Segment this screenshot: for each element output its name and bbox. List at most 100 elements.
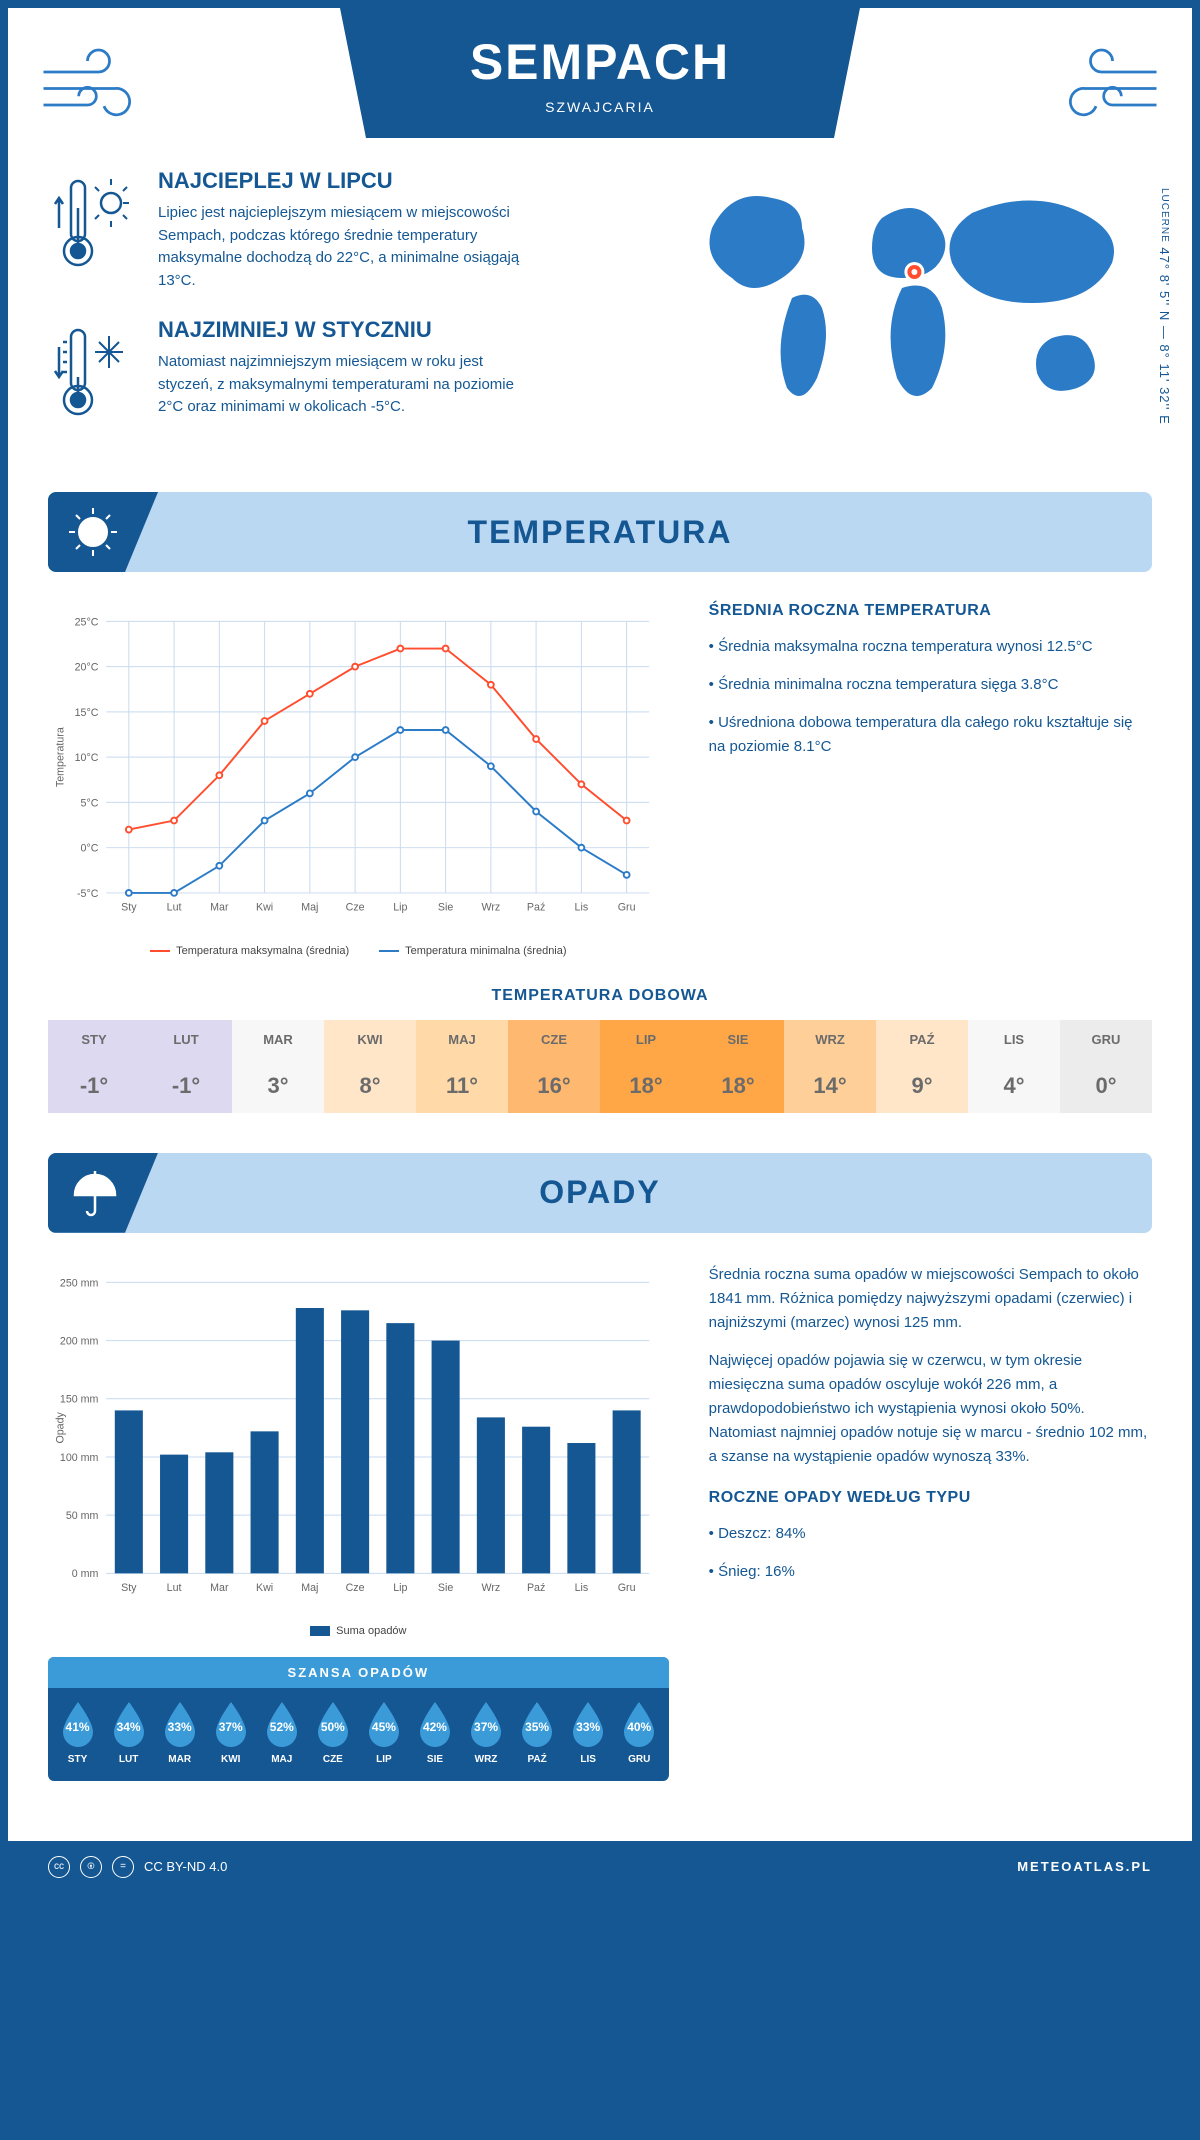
license-text: CC BY-ND 4.0 [144,1859,227,1874]
license: cc 🅯 = CC BY-ND 4.0 [48,1856,227,1878]
svg-text:5°C: 5°C [81,797,99,809]
chance-drop: 52%MAJ [256,1700,307,1765]
svg-text:Lut: Lut [167,1582,182,1594]
svg-text:Mar: Mar [210,1582,229,1594]
temp-cell: SIE18° [692,1020,784,1113]
svg-text:Lut: Lut [167,901,182,913]
svg-text:Paź: Paź [527,1582,545,1594]
precipitation-title: OPADY [539,1174,660,1211]
coords-text: 47° 8' 5'' N — 8° 11' 32'' E [1157,247,1172,424]
temp-bullet: • Uśredniona dobowa temperatura dla całe… [709,711,1152,759]
temperature-section-header: TEMPERATURA [48,492,1152,572]
chance-drop: 50%CZE [307,1700,358,1765]
cc-icon: cc [48,1856,70,1878]
temp-cell: MAR3° [232,1020,324,1113]
svg-text:200 mm: 200 mm [60,1335,99,1347]
svg-text:Sty: Sty [121,901,137,913]
precip-type-title: ROCZNE OPADY WEDŁUG TYPU [709,1489,1152,1507]
temp-cell: GRU0° [1060,1020,1152,1113]
city-name: SEMPACH [340,33,860,91]
by-icon: 🅯 [80,1856,102,1878]
sun-icon [48,492,158,572]
chance-drop: 33%MAR [154,1700,205,1765]
nd-icon: = [112,1856,134,1878]
temp-cell: KWI8° [324,1020,416,1113]
temp-cell: PAŹ9° [876,1020,968,1113]
svg-text:-5°C: -5°C [77,888,99,900]
temp-cell: WRZ14° [784,1020,876,1113]
umbrella-icon [48,1153,158,1233]
title-banner: SEMPACH SZWAJCARIA [340,8,860,138]
svg-text:Opady: Opady [55,1411,67,1443]
svg-text:Gru: Gru [618,1582,636,1594]
svg-text:Kwi: Kwi [256,1582,273,1594]
svg-text:20°C: 20°C [75,662,99,674]
chance-drop: 40%GRU [614,1700,665,1765]
precip-chart-legend: Suma opadów [48,1625,669,1637]
infographic-page: SEMPACH SZWAJCARIA NAJCIEPLEJ W LIPCU Li… [8,8,1192,1893]
footer: cc 🅯 = CC BY-ND 4.0 METEOATLAS.PL [8,1841,1192,1893]
svg-text:Lip: Lip [393,901,407,913]
chance-drop: 35%PAŹ [512,1700,563,1765]
svg-text:10°C: 10°C [75,752,99,764]
chance-drop: 33%LIS [563,1700,614,1765]
precip-type-bullet: • Deszcz: 84% [709,1522,1152,1546]
temperature-line-chart: -5°C 0°C 5°C 10°C 15°C 20°C 25°C Sty Lut Mar Kwi Ma… [48,602,669,957]
daily-temp-table: STY-1°LUT-1°MAR3°KWI8°MAJ11°CZE16°LIP18°… [48,1020,1152,1113]
svg-text:Sty: Sty [121,1582,137,1594]
header: SEMPACH SZWAJCARIA [8,8,1192,168]
svg-text:Paź: Paź [527,901,545,913]
svg-text:Sie: Sie [438,901,453,913]
svg-text:Cze: Cze [346,1582,365,1594]
temp-info-title: ŚREDNIA ROCZNA TEMPERATURA [709,602,1152,620]
precip-type-bullet: • Śnieg: 16% [709,1560,1152,1584]
svg-text:Kwi: Kwi [256,901,273,913]
chance-drop: 37%WRZ [461,1700,512,1765]
highlights-row: NAJCIEPLEJ W LIPCU Lipiec jest najcieple… [48,168,1152,452]
temp-bullet: • Średnia minimalna roczna temperatura s… [709,673,1152,697]
temp-cell: LUT-1° [140,1020,232,1113]
legend-max-label: Temperatura maksymalna (średnia) [176,945,349,957]
svg-text:Sie: Sie [438,1582,453,1594]
hottest-title: NAJCIEPLEJ W LIPCU [158,168,538,194]
svg-text:Maj: Maj [301,901,318,913]
chance-drop: 34%LUT [103,1700,154,1765]
country-name: SZWAJCARIA [340,99,860,115]
temp-cell: MAJ11° [416,1020,508,1113]
world-map-svg [672,168,1152,428]
svg-text:Wrz: Wrz [481,1582,500,1594]
hottest-text: Lipiec jest najcieplejszym miesiącem w m… [158,202,538,292]
legend-min-label: Temperatura minimalna (średnia) [405,945,566,957]
precipitation-section-header: OPADY [48,1153,1152,1233]
svg-text:25°C: 25°C [75,616,99,628]
svg-text:15°C: 15°C [75,707,99,719]
temp-cell: CZE16° [508,1020,600,1113]
svg-text:Cze: Cze [346,901,365,913]
precipitation-chance-box: SZANSA OPADÓW 41%STY34%LUT33%MAR37%KWI52… [48,1657,669,1781]
precip-p1: Średnia roczna suma opadów w miejscowośc… [709,1263,1152,1335]
temp-cell: STY-1° [48,1020,140,1113]
world-map: LUCERNE 47° 8' 5'' N — 8° 11' 32'' E [672,168,1152,452]
svg-text:100 mm: 100 mm [60,1452,99,1464]
svg-text:250 mm: 250 mm [60,1277,99,1289]
svg-text:150 mm: 150 mm [60,1393,99,1405]
daily-temp-title: TEMPERATURA DOBOWA [48,987,1152,1005]
hottest-highlight: NAJCIEPLEJ W LIPCU Lipiec jest najcieple… [48,168,642,292]
coldest-title: NAJZIMNIEJ W STYCZNIU [158,317,538,343]
wind-icon-right [1052,48,1162,118]
svg-text:Gru: Gru [618,901,636,913]
svg-text:Wrz: Wrz [481,901,500,913]
temperature-title: TEMPERATURA [468,514,733,551]
svg-text:Temperatura: Temperatura [55,727,67,787]
svg-text:Maj: Maj [301,1582,318,1594]
svg-text:Mar: Mar [210,901,229,913]
svg-text:0°C: 0°C [81,843,99,855]
wind-icon-left [38,48,148,118]
chance-drop: 45%LIP [358,1700,409,1765]
temp-chart-legend: Temperatura maksymalna (średnia) Tempera… [48,945,669,957]
legend-precip-label: Suma opadów [336,1625,406,1637]
coldest-text: Natomiast najzimniejszym miesiącem w rok… [158,351,538,419]
svg-text:Lis: Lis [575,1582,589,1594]
chance-title: SZANSA OPADÓW [48,1657,669,1688]
region-label: LUCERNE [1159,188,1170,243]
